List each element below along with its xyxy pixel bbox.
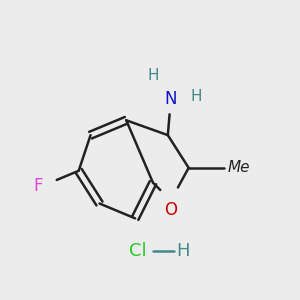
Text: H: H	[177, 242, 190, 260]
Text: Cl: Cl	[129, 242, 147, 260]
Text: H: H	[147, 68, 159, 83]
Text: N: N	[165, 91, 177, 109]
Text: H: H	[190, 89, 202, 104]
Text: Me: Me	[227, 160, 250, 175]
Text: O: O	[164, 200, 177, 218]
Text: F: F	[34, 177, 43, 195]
